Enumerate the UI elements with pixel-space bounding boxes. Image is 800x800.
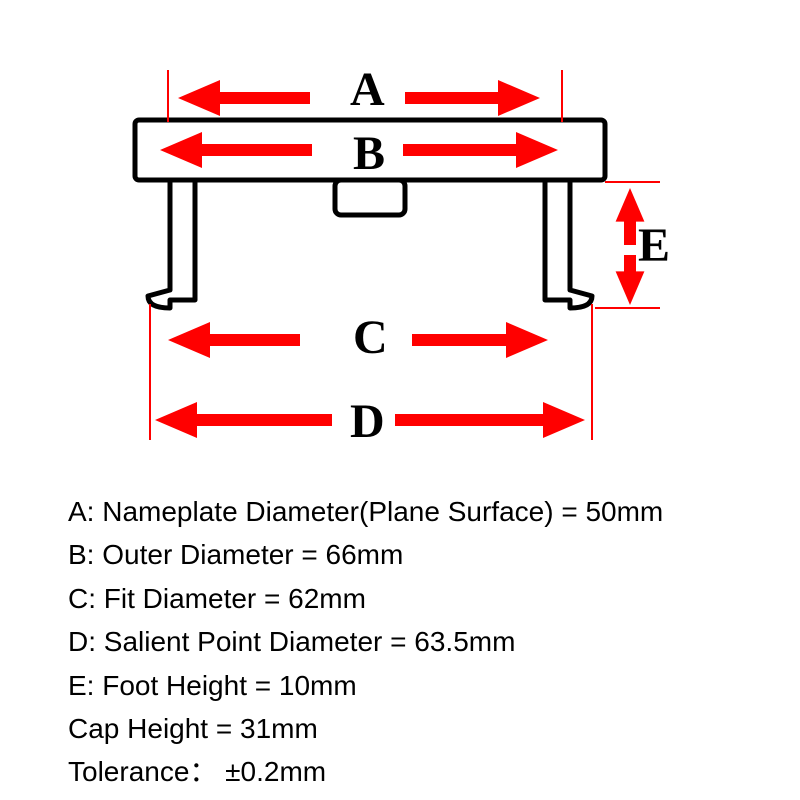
legend-e: E: Foot Height = 10mm [68,664,663,707]
legend-cap: Cap Height = 31mm [68,707,663,750]
legend-d: D: Salient Point Diameter = 63.5mm [68,620,663,663]
legend-tol: Tolerance： ±0.2mm [68,750,663,793]
diagram-area: A B C D E [0,0,800,470]
dim-label-b: B [353,126,385,181]
legend-b: B: Outer Diameter = 66mm [68,533,663,576]
dim-label-e: E [638,218,670,273]
dim-label-c: C [353,310,388,365]
legend-c: C: Fit Diameter = 62mm [68,577,663,620]
diagram-svg [0,0,800,470]
dim-label-a: A [350,62,385,117]
legend-a: A: Nameplate Diameter(Plane Surface) = 5… [68,490,663,533]
legend: A: Nameplate Diameter(Plane Surface) = 5… [68,490,663,794]
dim-label-d: D [350,394,385,449]
